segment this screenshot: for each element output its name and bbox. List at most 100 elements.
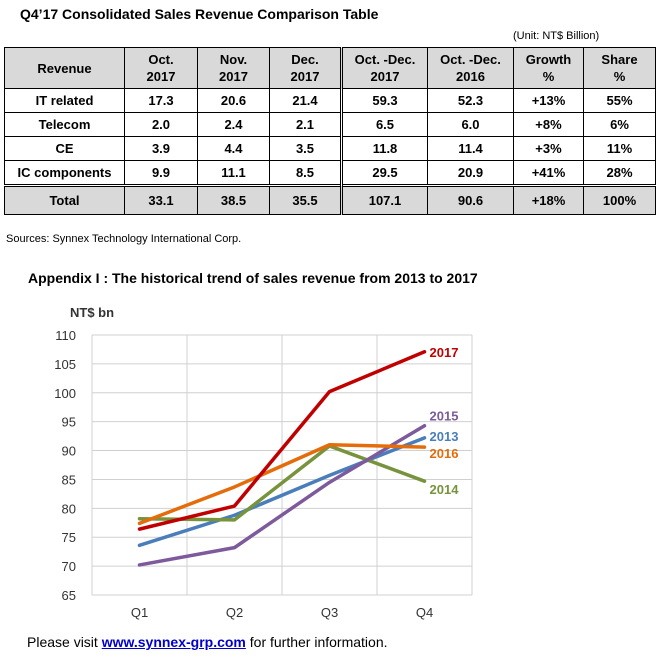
table-total-row: Total 33.1 38.5 35.5 107.1 90.6 +18% 100…	[4, 184, 656, 215]
series-label-2016: 2016	[430, 446, 459, 461]
series-line-2015	[137, 423, 427, 567]
y-tick-label: 110	[55, 328, 76, 343]
y-tick-label: 80	[62, 501, 76, 516]
x-tick-label: Q2	[226, 605, 243, 620]
table-cell: 100%	[583, 184, 656, 215]
table-cell: 2.4	[197, 112, 270, 137]
col-header-revenue: Revenue	[4, 47, 125, 89]
y-tick-label: 95	[62, 415, 76, 430]
table-cell: 8.5	[269, 160, 342, 186]
table-cell: Total	[4, 184, 125, 215]
y-tick-label: 100	[54, 386, 76, 401]
col-header-q4-2016: Oct. -Dec. 2016	[427, 47, 514, 89]
table-cell: 6%	[583, 112, 656, 137]
revenue-trend-line-chart: 65 70 75 80 85 90 95 100 105 110 Q1 Q2 Q3 Q4 NT$ bn 201…	[54, 305, 473, 620]
series-line-2013	[137, 436, 427, 548]
table-cell: +41%	[513, 160, 584, 186]
table-cell: 3.5	[269, 136, 342, 161]
y-tick-label: 85	[62, 472, 76, 487]
table-cell: 2.0	[124, 112, 198, 137]
series-label-2013: 2013	[430, 429, 459, 444]
table-cell: 11.8	[340, 136, 428, 161]
col-header-share: Share%	[583, 47, 656, 89]
table-cell: 6.5	[340, 112, 428, 137]
data-point-2014	[423, 479, 426, 483]
table-cell: +8%	[513, 112, 584, 137]
data-point-2017	[328, 390, 331, 394]
table-row: Telecom 2.0 2.4 2.1 6.5 6.0 +8% 6%	[4, 112, 656, 137]
data-point-2013	[328, 473, 331, 477]
data-point-2017	[138, 527, 141, 531]
data-point-2016	[138, 521, 141, 525]
table-cell: +18%	[513, 184, 584, 215]
table-row: IT related 17.3 20.6 21.4 59.3 52.3 +13%…	[4, 88, 656, 113]
table-cell: 38.5	[197, 184, 270, 215]
table-cell: 59.3	[340, 88, 428, 113]
table-cell: 33.1	[124, 184, 198, 215]
table-cell: +13%	[513, 88, 584, 113]
appendix-title: Appendix I : The historical trend of sal…	[28, 270, 478, 286]
sources-note: Sources: Synnex Technology International…	[6, 233, 242, 245]
table-cell: 11%	[583, 136, 656, 161]
x-tick-label: Q1	[131, 605, 148, 620]
footer-suffix: for further information.	[245, 634, 388, 650]
col-header-oct-2017: Oct. 2017	[124, 47, 198, 89]
data-point-2013	[233, 513, 236, 517]
table-cell: 21.4	[269, 88, 342, 113]
table-cell: 29.5	[340, 160, 428, 186]
table-cell: 90.6	[427, 184, 514, 215]
table-cell: 55%	[583, 88, 656, 113]
table-cell: IT related	[4, 88, 125, 113]
y-tick-label: 65	[62, 588, 76, 603]
table-header-row: Revenue Oct. 2017 Nov. 2017 Dec. 2017 Oct. …	[4, 47, 656, 89]
table-cell: 20.9	[427, 160, 514, 186]
y-tick-label: 75	[62, 530, 76, 545]
series-line-2016	[137, 443, 427, 526]
data-point-2013	[423, 436, 426, 440]
x-tick-label: Q3	[321, 605, 338, 620]
data-point-2017	[423, 350, 426, 354]
table-row: CE 3.9 4.4 3.5 11.8 11.4 +3% 11%	[4, 136, 656, 161]
col-header-nov-2017: Nov. 2017	[197, 47, 270, 89]
y-axis-label: NT$ bn	[70, 305, 114, 320]
table-cell: IC components	[4, 160, 125, 186]
data-point-2017	[233, 504, 236, 508]
data-point-2015	[423, 424, 426, 428]
data-point-2015	[233, 546, 236, 550]
table-cell: Telecom	[4, 112, 125, 137]
page-title: Q4’17 Consolidated Sales Revenue Compari…	[20, 6, 379, 22]
col-header-q4-2017: Oct. -Dec. 2017	[340, 47, 428, 89]
data-point-2015	[138, 563, 141, 567]
series-label-2015: 2015	[430, 409, 459, 424]
data-point-2013	[138, 543, 141, 547]
col-header-growth: Growth%	[513, 47, 584, 89]
footer-prefix: Please visit	[27, 634, 102, 650]
series-line-2017	[137, 350, 427, 531]
table-cell: 4.4	[197, 136, 270, 161]
website-link[interactable]: www.synnex-grp.com	[101, 634, 246, 650]
revenue-table: Revenue Oct. 2017 Nov. 2017 Dec. 2017 Oct. …	[4, 47, 656, 215]
table-cell: 17.3	[124, 88, 198, 113]
table-cell: 107.1	[340, 184, 428, 215]
table-cell: 3.9	[124, 136, 198, 161]
data-point-2014	[233, 518, 236, 522]
table-cell: CE	[4, 136, 125, 161]
series-label-2014: 2014	[430, 482, 460, 497]
data-point-2015	[328, 480, 331, 484]
unit-note: (Unit: NT$ Billion)	[513, 30, 600, 42]
data-point-2014	[138, 517, 141, 521]
data-point-2016	[328, 443, 331, 447]
table-cell: 9.9	[124, 160, 198, 186]
table-row: IC components 9.9 11.1 8.5 29.5 20.9 +41…	[4, 160, 656, 186]
x-tick-label: Q4	[416, 605, 433, 620]
footer-note: Please visit www.synnex-grp.com for furt…	[27, 634, 388, 650]
y-tick-label: 70	[62, 559, 76, 574]
table-cell: 20.6	[197, 88, 270, 113]
table-cell: 6.0	[427, 112, 514, 137]
y-tick-label: 90	[62, 444, 76, 459]
table-cell: 11.4	[427, 136, 514, 161]
y-tick-label: 105	[54, 357, 76, 372]
table-cell: 11.1	[197, 160, 270, 186]
table-cell: 35.5	[269, 184, 342, 215]
table-cell: 28%	[583, 160, 656, 186]
